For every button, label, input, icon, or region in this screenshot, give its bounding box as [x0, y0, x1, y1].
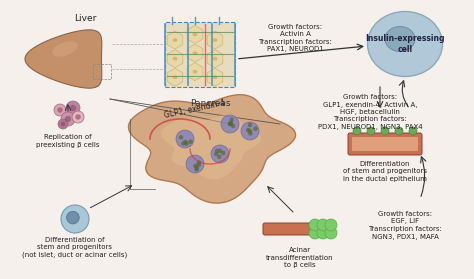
Circle shape: [66, 101, 80, 115]
Circle shape: [194, 165, 199, 170]
PathPatch shape: [25, 30, 102, 88]
Circle shape: [214, 152, 219, 156]
Ellipse shape: [52, 41, 78, 57]
Circle shape: [241, 122, 259, 140]
Circle shape: [253, 126, 258, 131]
Circle shape: [325, 219, 337, 231]
Circle shape: [211, 145, 229, 163]
Circle shape: [194, 167, 199, 172]
Circle shape: [231, 124, 235, 128]
Circle shape: [61, 205, 89, 233]
Circle shape: [184, 141, 189, 146]
FancyBboxPatch shape: [263, 223, 317, 235]
Circle shape: [246, 128, 250, 132]
Circle shape: [58, 119, 68, 129]
Circle shape: [248, 129, 252, 133]
Circle shape: [61, 122, 65, 126]
Circle shape: [395, 127, 403, 135]
Circle shape: [228, 122, 232, 126]
Circle shape: [72, 111, 84, 123]
Text: Differentiation of
stem and progenitors
(not islet, duct or acinar cells): Differentiation of stem and progenitors …: [22, 237, 128, 259]
Circle shape: [325, 227, 337, 239]
Circle shape: [229, 117, 234, 122]
FancyBboxPatch shape: [165, 21, 235, 86]
Text: Differentiation
of stem and progenitors
in the ductal epithelium: Differentiation of stem and progenitors …: [343, 161, 427, 182]
Circle shape: [176, 130, 194, 148]
Circle shape: [181, 141, 185, 146]
Ellipse shape: [173, 75, 177, 79]
Circle shape: [309, 227, 321, 239]
Text: Replication of
preexisting β cells: Replication of preexisting β cells: [36, 134, 100, 148]
Circle shape: [229, 121, 233, 126]
Circle shape: [367, 127, 375, 135]
Ellipse shape: [192, 70, 198, 73]
Circle shape: [183, 140, 188, 144]
Circle shape: [70, 105, 76, 111]
Text: Liver: Liver: [74, 14, 96, 23]
Circle shape: [317, 219, 329, 231]
Circle shape: [248, 123, 252, 127]
Circle shape: [67, 211, 79, 224]
Text: GLP1, exendin-4: GLP1, exendin-4: [164, 98, 226, 120]
Ellipse shape: [192, 51, 198, 55]
Circle shape: [179, 135, 183, 140]
Circle shape: [61, 112, 75, 126]
Circle shape: [215, 149, 219, 153]
Circle shape: [193, 164, 198, 168]
FancyBboxPatch shape: [348, 133, 422, 155]
Text: Acinar
transdifferentiation
to β cells: Acinar transdifferentiation to β cells: [266, 247, 334, 268]
Circle shape: [309, 219, 321, 231]
Circle shape: [221, 151, 226, 155]
Ellipse shape: [212, 75, 218, 79]
Circle shape: [65, 116, 71, 122]
Bar: [93, 64, 111, 79]
Circle shape: [228, 121, 232, 126]
FancyBboxPatch shape: [352, 137, 418, 151]
Ellipse shape: [367, 11, 443, 76]
Text: Pancreas: Pancreas: [190, 100, 230, 109]
Circle shape: [381, 127, 389, 135]
Circle shape: [221, 115, 239, 133]
Ellipse shape: [173, 38, 177, 42]
Text: Growth factors:
EGF, LIF
Transcription factors:
NGN3, PDX1, MAFA: Growth factors: EGF, LIF Transcription f…: [368, 211, 442, 239]
PathPatch shape: [161, 114, 261, 179]
Circle shape: [218, 149, 222, 153]
Circle shape: [188, 140, 193, 144]
Circle shape: [197, 160, 201, 165]
Circle shape: [217, 155, 221, 159]
Circle shape: [353, 127, 361, 135]
PathPatch shape: [128, 95, 296, 203]
Circle shape: [75, 114, 81, 120]
Text: Growth factors:
Activin A
Transcription factors:
PAX1, NEUROD1: Growth factors: Activin A Transcription …: [258, 24, 332, 52]
Text: Growth factors:
GLP1, exendin-4, Activin A,
HGF, betacellulin
Transcription fact: Growth factors: GLP1, exendin-4, Activin…: [318, 94, 422, 130]
Ellipse shape: [212, 57, 218, 61]
Ellipse shape: [173, 57, 177, 61]
Circle shape: [54, 104, 66, 116]
Ellipse shape: [192, 33, 198, 36]
Circle shape: [186, 155, 204, 173]
Circle shape: [57, 107, 63, 113]
Circle shape: [248, 131, 253, 136]
Ellipse shape: [212, 38, 218, 42]
Circle shape: [197, 162, 201, 167]
Circle shape: [317, 227, 329, 239]
Circle shape: [409, 127, 417, 135]
Ellipse shape: [385, 27, 415, 52]
Text: Insulin-expressing
cell: Insulin-expressing cell: [365, 34, 445, 54]
